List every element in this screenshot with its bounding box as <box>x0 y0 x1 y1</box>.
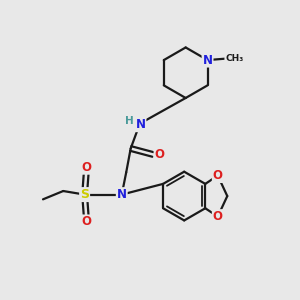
Text: O: O <box>213 169 223 182</box>
Text: H: H <box>125 116 134 126</box>
Text: N: N <box>117 188 127 201</box>
Text: N: N <box>136 118 146 131</box>
Text: O: O <box>81 215 91 228</box>
Text: O: O <box>213 210 223 223</box>
Text: CH₃: CH₃ <box>225 54 243 63</box>
Text: S: S <box>80 188 89 201</box>
Text: O: O <box>154 148 164 161</box>
Text: N: N <box>202 54 212 67</box>
Text: O: O <box>81 161 91 174</box>
